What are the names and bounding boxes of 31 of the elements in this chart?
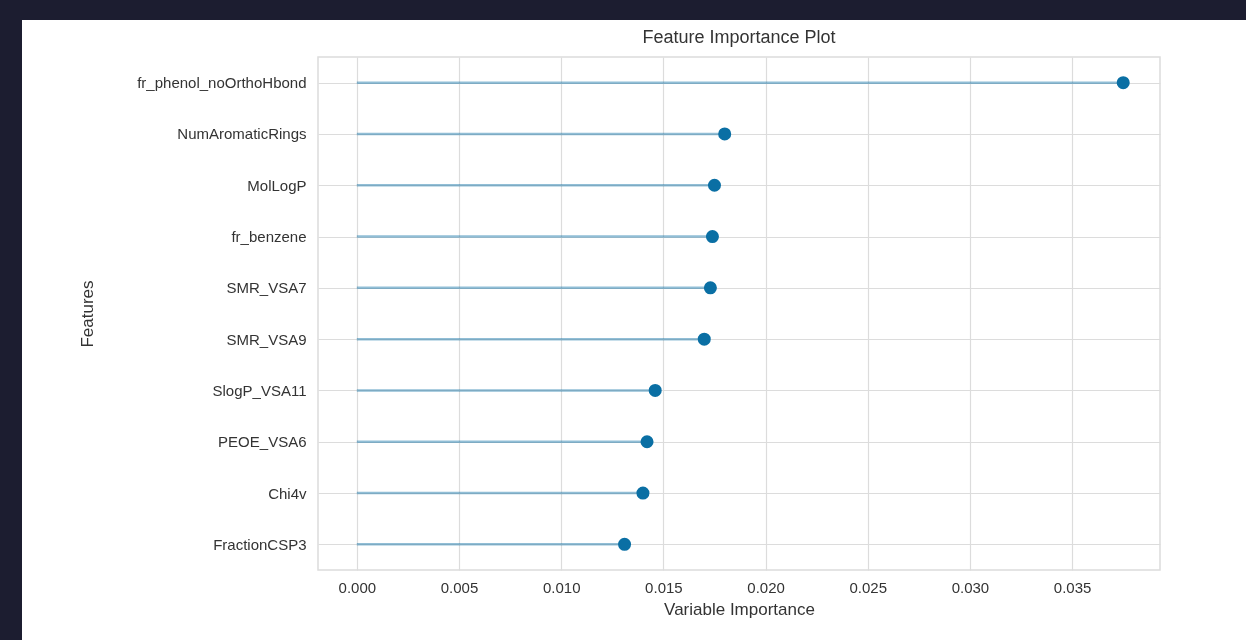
point — [636, 486, 650, 500]
y-axis-title: Features — [78, 280, 98, 348]
x-tick-label: 0.000 — [338, 578, 377, 596]
y-tick-label: fr_phenol_noOrthoHbond — [137, 74, 307, 92]
y-tick-label: Chi4v — [268, 484, 307, 502]
point — [640, 435, 654, 449]
y-tick-label: NumAromaticRings — [177, 125, 307, 143]
point — [707, 178, 721, 192]
x-tick-label: 0.035 — [1053, 578, 1092, 596]
y-tick-label: SMR_VSA9 — [226, 330, 307, 348]
y-tick-label: FractionCSP3 — [213, 535, 307, 553]
y-tick-label: PEOE_VSA6 — [218, 433, 307, 451]
point — [648, 383, 662, 397]
point — [697, 332, 711, 346]
chart-title: Feature Importance Plot — [642, 27, 836, 47]
y-tick-label: SlogP_VSA11 — [212, 381, 307, 399]
point — [703, 281, 717, 295]
y-tick-label: SMR_VSA7 — [226, 279, 307, 297]
x-axis-title: Variable Importance — [664, 599, 815, 619]
x-tick-label: 0.030 — [951, 578, 990, 596]
point — [618, 537, 632, 551]
point — [705, 230, 719, 244]
x-tick-label: 0.005 — [440, 578, 479, 596]
y-tick-label: MolLogP — [247, 176, 307, 194]
point — [1116, 76, 1130, 90]
point — [718, 127, 732, 141]
y-tick-label: fr_benzene — [231, 228, 307, 246]
x-tick-label: 0.010 — [542, 578, 581, 596]
x-tick-label: 0.025 — [849, 578, 888, 596]
x-tick-label: 0.020 — [747, 578, 785, 596]
x-tick-label: 0.015 — [645, 578, 683, 596]
